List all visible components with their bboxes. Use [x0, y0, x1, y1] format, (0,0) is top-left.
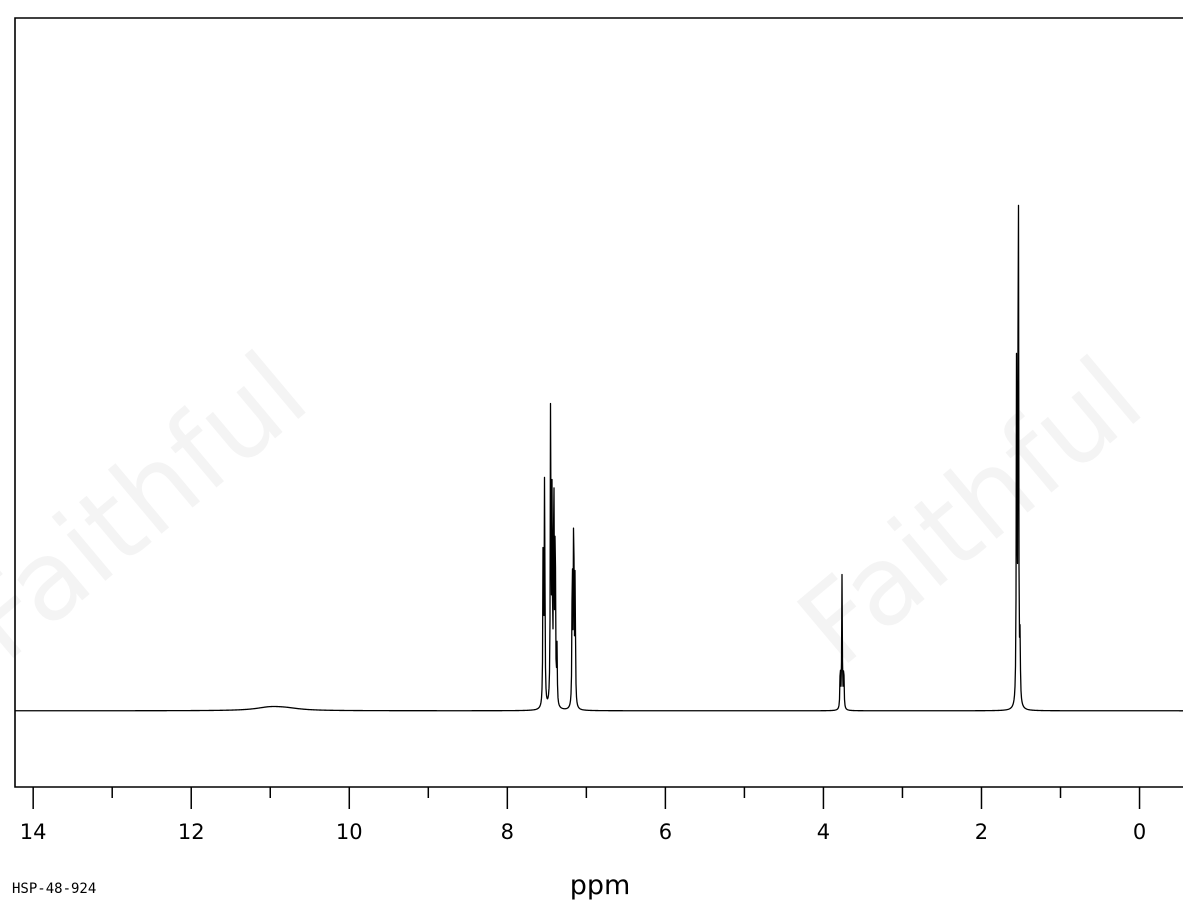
sample-id-label: HSP-48-924 — [12, 881, 96, 897]
x-tick-label-2: 2 — [975, 820, 988, 844]
x-tick-label-10: 10 — [336, 820, 363, 844]
x-tick-label-6: 6 — [659, 820, 672, 844]
x-axis-ticks — [32, 787, 1141, 809]
x-tick-label-4: 4 — [817, 820, 830, 844]
plot-frame — [14, 17, 1183, 788]
x-tick-label-14: 14 — [20, 820, 47, 844]
x-tick-label-8: 8 — [501, 820, 514, 844]
x-tick-label-0: 0 — [1133, 820, 1146, 844]
watermark-left: Faithful — [0, 328, 330, 685]
x-axis-title: ppm — [570, 870, 631, 901]
x-tick-label-12: 12 — [178, 820, 205, 844]
x-axis-tick-labels: 14 12 10 8 6 4 2 0 — [20, 820, 1146, 844]
spectrum-trace — [14, 204, 1183, 712]
watermark-right: Faithful — [774, 333, 1165, 690]
